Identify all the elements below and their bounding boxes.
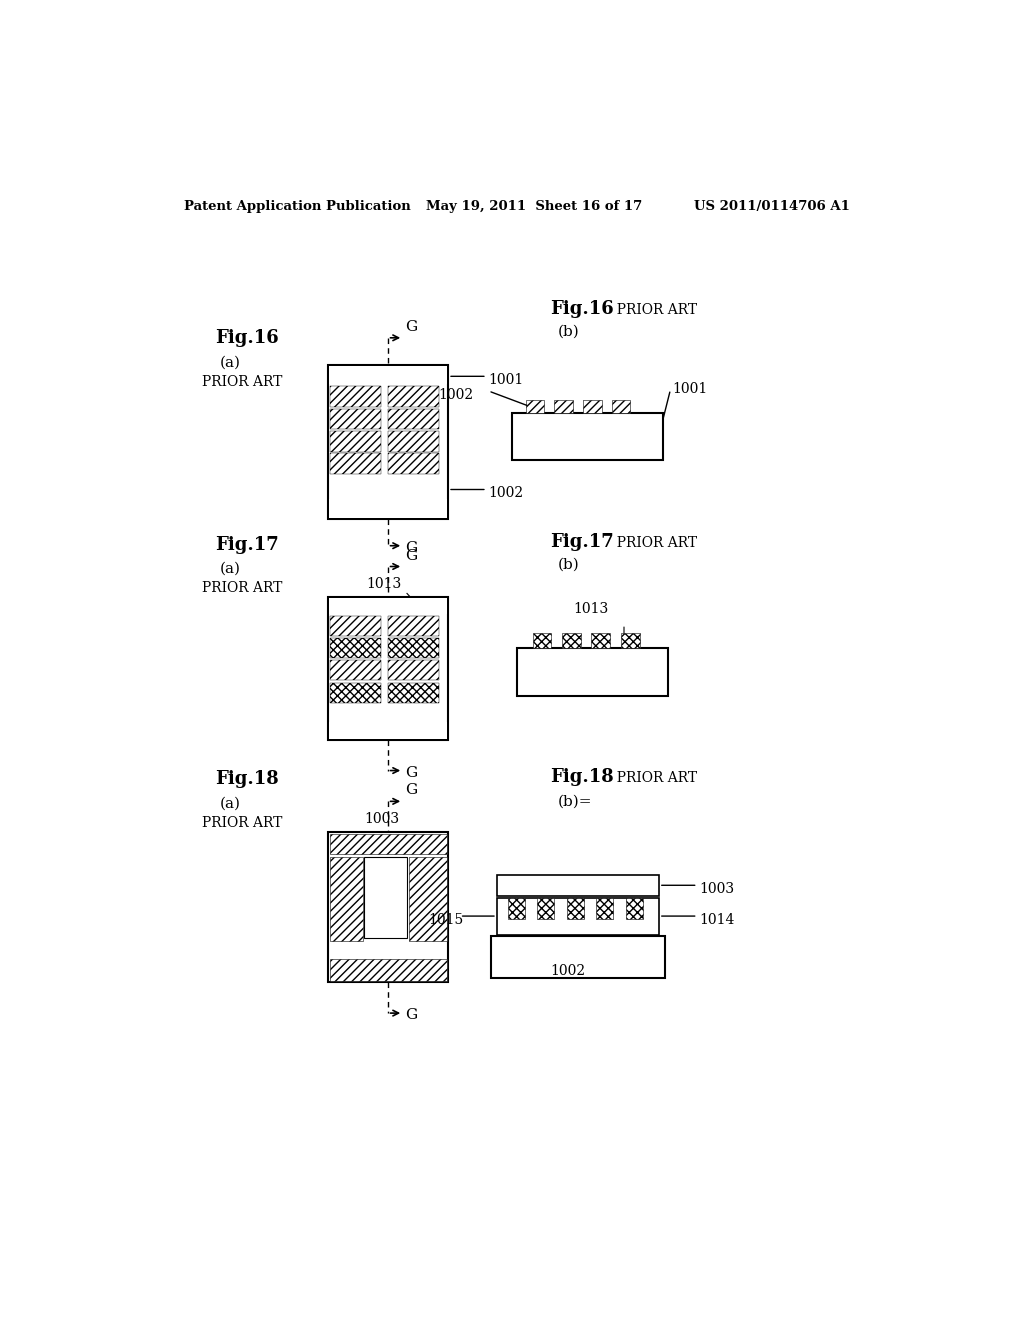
- Bar: [611, 400, 630, 412]
- Text: PRIOR ART: PRIOR ART: [608, 771, 697, 785]
- Bar: [331, 387, 381, 407]
- Text: May 19, 2011  Sheet 16 of 17: May 19, 2011 Sheet 16 of 17: [426, 199, 643, 213]
- Bar: [621, 632, 640, 648]
- Text: G: G: [404, 319, 417, 334]
- Bar: [566, 898, 584, 919]
- Bar: [554, 400, 572, 412]
- Text: 1003: 1003: [699, 882, 734, 896]
- Text: Fig.16: Fig.16: [215, 329, 279, 347]
- Bar: [365, 857, 407, 937]
- Bar: [388, 616, 438, 636]
- Text: Fig.17: Fig.17: [215, 536, 279, 553]
- Bar: [328, 597, 449, 739]
- Text: 1014: 1014: [699, 913, 734, 927]
- Text: Fig.18: Fig.18: [550, 768, 614, 787]
- Bar: [388, 453, 438, 474]
- Text: PRIOR ART: PRIOR ART: [608, 536, 697, 550]
- Text: G: G: [404, 541, 417, 554]
- Bar: [388, 660, 438, 681]
- Text: (a): (a): [219, 562, 241, 576]
- Bar: [329, 598, 447, 614]
- Bar: [331, 453, 381, 474]
- Text: Fig.17: Fig.17: [550, 533, 614, 552]
- Bar: [592, 632, 610, 648]
- Bar: [388, 409, 438, 429]
- Bar: [331, 638, 381, 659]
- Text: Fig.18: Fig.18: [215, 770, 279, 788]
- Bar: [328, 832, 449, 982]
- Text: 1013: 1013: [572, 602, 608, 615]
- Bar: [331, 616, 381, 636]
- Bar: [490, 936, 665, 978]
- Text: G: G: [404, 549, 417, 562]
- Text: 1015: 1015: [429, 913, 464, 927]
- Text: US 2011/0114706 A1: US 2011/0114706 A1: [693, 199, 850, 213]
- Bar: [331, 682, 381, 702]
- Text: (b): (b): [558, 325, 580, 338]
- Bar: [331, 660, 381, 681]
- Bar: [626, 898, 643, 919]
- Bar: [562, 632, 581, 648]
- Bar: [497, 898, 658, 935]
- Text: 1002: 1002: [488, 486, 523, 500]
- Text: Patent Application Publication: Patent Application Publication: [183, 199, 411, 213]
- Bar: [517, 648, 669, 696]
- Text: (b): (b): [558, 558, 580, 572]
- Text: PRIOR ART: PRIOR ART: [202, 816, 282, 830]
- Text: PRIOR ART: PRIOR ART: [608, 304, 697, 317]
- Bar: [388, 432, 438, 451]
- Text: 1001: 1001: [672, 383, 708, 396]
- Text: 1013: 1013: [366, 577, 401, 591]
- Text: G: G: [404, 1008, 417, 1022]
- Text: 1002: 1002: [438, 388, 473, 401]
- Text: 1002: 1002: [550, 965, 586, 978]
- Bar: [583, 400, 601, 412]
- Bar: [388, 638, 438, 659]
- Text: 1003: 1003: [365, 812, 399, 826]
- Bar: [512, 412, 663, 461]
- Bar: [532, 632, 551, 648]
- Text: PRIOR ART: PRIOR ART: [202, 375, 282, 389]
- Bar: [328, 364, 449, 519]
- Text: 1001: 1001: [488, 374, 523, 387]
- Text: (b)=: (b)=: [558, 795, 593, 808]
- Text: G: G: [404, 784, 417, 797]
- Bar: [329, 499, 447, 517]
- Bar: [409, 857, 446, 941]
- Text: G: G: [404, 766, 417, 780]
- Text: Fig.16: Fig.16: [550, 300, 614, 318]
- Bar: [525, 400, 544, 412]
- Bar: [388, 682, 438, 702]
- Text: (a): (a): [219, 355, 241, 370]
- Bar: [508, 898, 524, 919]
- Bar: [331, 432, 381, 451]
- Bar: [497, 875, 658, 896]
- Bar: [330, 857, 362, 941]
- Text: PRIOR ART: PRIOR ART: [202, 581, 282, 595]
- Bar: [330, 834, 446, 854]
- Bar: [330, 960, 446, 981]
- Bar: [331, 409, 381, 429]
- Bar: [538, 898, 554, 919]
- Text: (a): (a): [219, 796, 241, 810]
- Bar: [329, 366, 447, 384]
- Bar: [329, 722, 447, 739]
- Bar: [388, 387, 438, 407]
- Bar: [596, 898, 613, 919]
